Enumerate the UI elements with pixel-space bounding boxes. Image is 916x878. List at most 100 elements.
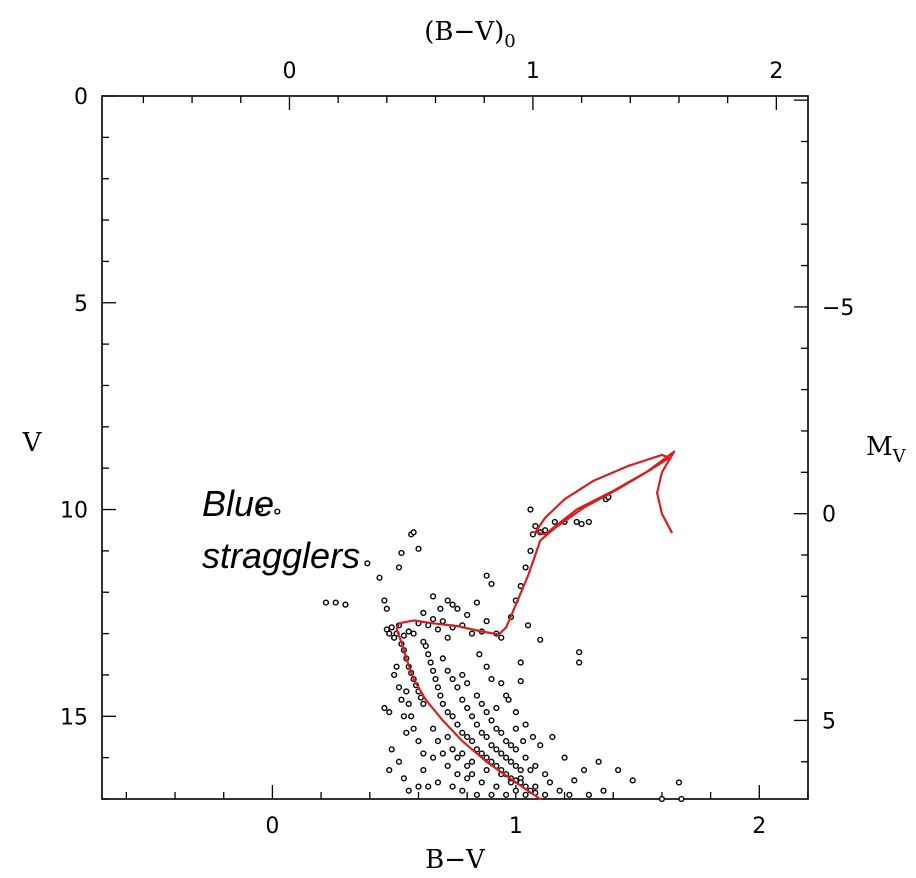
isochrone-line bbox=[395, 450, 676, 801]
star-point bbox=[381, 597, 388, 604]
star-point bbox=[434, 626, 442, 633]
y-left-tick-label: 15 bbox=[60, 705, 88, 730]
star-point bbox=[395, 758, 403, 765]
star-point bbox=[420, 638, 427, 645]
star-point bbox=[454, 684, 461, 691]
star-point bbox=[478, 750, 485, 757]
x-bottom-tick-label: 2 bbox=[752, 814, 766, 839]
star-point bbox=[522, 564, 529, 571]
star-point bbox=[483, 618, 490, 625]
star-point bbox=[498, 634, 505, 641]
star-point bbox=[527, 506, 534, 513]
star-point bbox=[498, 750, 505, 757]
star-point bbox=[473, 692, 481, 699]
star-point bbox=[541, 527, 549, 534]
star-point bbox=[398, 549, 405, 557]
star-point bbox=[464, 775, 471, 782]
star-point bbox=[459, 750, 466, 757]
star-point bbox=[566, 791, 573, 798]
star-point bbox=[549, 733, 556, 741]
star-point bbox=[522, 791, 529, 798]
y-right-axis-title-subscript: V bbox=[892, 446, 907, 467]
x-top-tick-label: 0 bbox=[282, 59, 296, 84]
star-point bbox=[464, 733, 471, 741]
star-point bbox=[434, 779, 442, 786]
star-point bbox=[468, 771, 476, 778]
star-point bbox=[434, 684, 442, 691]
star-point bbox=[388, 746, 395, 753]
star-point bbox=[444, 634, 451, 641]
star-point bbox=[464, 704, 471, 712]
star-point bbox=[454, 721, 461, 728]
star-point bbox=[425, 651, 432, 658]
y-right-axis-title: MV bbox=[866, 432, 907, 467]
star-point bbox=[405, 787, 412, 794]
star-point bbox=[376, 574, 383, 581]
star-point bbox=[383, 605, 390, 612]
annotation-line-1: Blue bbox=[202, 483, 274, 524]
star-point bbox=[520, 738, 527, 745]
x-bottom-axis-title: B−V bbox=[425, 845, 486, 875]
star-point bbox=[483, 663, 490, 670]
star-point bbox=[483, 754, 490, 761]
star-point bbox=[529, 531, 537, 538]
star-point bbox=[507, 742, 515, 749]
star-point bbox=[410, 630, 417, 637]
star-point bbox=[483, 766, 490, 774]
star-point bbox=[439, 700, 446, 707]
y-right-tick-label: 5 bbox=[822, 709, 836, 734]
star-point bbox=[444, 597, 451, 604]
star-point bbox=[405, 700, 412, 707]
star-point bbox=[473, 791, 481, 798]
star-point bbox=[391, 671, 398, 679]
star-point bbox=[473, 721, 481, 728]
star-point bbox=[483, 709, 490, 716]
star-point bbox=[429, 754, 437, 761]
star-point bbox=[415, 545, 422, 552]
star-point bbox=[432, 675, 439, 683]
star-point bbox=[459, 729, 466, 736]
star-point bbox=[493, 704, 500, 712]
star-point bbox=[420, 766, 427, 774]
star-point bbox=[483, 572, 490, 579]
star-point bbox=[488, 580, 495, 588]
star-point bbox=[517, 659, 524, 666]
star-point bbox=[478, 700, 485, 707]
x-top-axis-title: (B−V)0 bbox=[424, 17, 515, 52]
star-point bbox=[507, 758, 515, 765]
star-point bbox=[629, 777, 636, 784]
star-point bbox=[439, 750, 446, 757]
annotation-line-2: stragglers bbox=[202, 535, 360, 576]
star-point bbox=[532, 522, 539, 530]
star-point bbox=[454, 605, 461, 612]
star-point bbox=[488, 717, 495, 724]
x-top-tick-label: 2 bbox=[769, 59, 783, 84]
star-point bbox=[517, 678, 524, 685]
star-point bbox=[449, 783, 456, 790]
star-point bbox=[585, 518, 592, 526]
star-point bbox=[478, 779, 485, 786]
x-bottom-tick-label: 1 bbox=[509, 814, 523, 839]
y-right-tick-label: 0 bbox=[822, 503, 836, 528]
star-point bbox=[512, 746, 519, 753]
star-point bbox=[493, 783, 500, 790]
plot-frame bbox=[101, 95, 809, 800]
star-point bbox=[532, 762, 539, 770]
star-point bbox=[561, 754, 568, 761]
star-point bbox=[541, 791, 549, 798]
star-point bbox=[532, 783, 539, 790]
star-point bbox=[464, 762, 471, 770]
star-point bbox=[342, 601, 349, 608]
star-point bbox=[580, 766, 588, 774]
star-point bbox=[503, 754, 510, 761]
star-point bbox=[517, 766, 524, 774]
star-point bbox=[585, 791, 592, 798]
star-point bbox=[527, 766, 534, 774]
star-point bbox=[576, 659, 583, 666]
star-point bbox=[444, 709, 451, 716]
star-point bbox=[503, 738, 510, 745]
star-point bbox=[437, 605, 444, 612]
star-point bbox=[257, 506, 264, 513]
star-point bbox=[322, 599, 330, 606]
